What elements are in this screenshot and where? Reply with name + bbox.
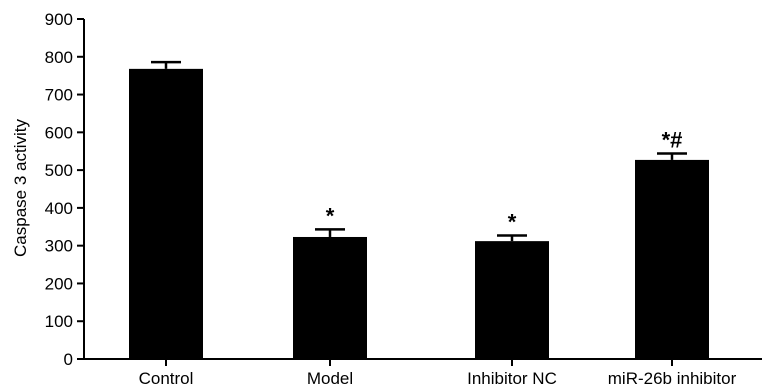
bar <box>635 159 709 359</box>
y-tick-label: 500 <box>45 161 73 180</box>
x-tick-label: Inhibitor NC <box>467 369 557 387</box>
y-tick-label: 600 <box>45 123 73 142</box>
x-tick-label: miR-26b inhibitor <box>608 369 737 387</box>
y-tick-label: 400 <box>45 199 73 218</box>
y-tick-label: 300 <box>45 237 73 256</box>
y-axis-title: Caspase 3 activity <box>11 119 30 257</box>
y-tick-label: 200 <box>45 274 73 293</box>
bars: * * *# <box>129 60 709 359</box>
y-tick-label: 100 <box>45 312 73 331</box>
x-tick-label: Control <box>139 369 194 387</box>
y-tick-label: 0 <box>64 350 73 369</box>
significance-label: * <box>508 209 517 234</box>
y-tick-label: 800 <box>45 48 73 67</box>
significance-label: * <box>326 203 335 228</box>
significance-label: *# <box>662 127 683 152</box>
y-tick-label: 700 <box>45 86 73 105</box>
x-axis: Control Model Inhibitor NC miR-26b inhibito… <box>83 358 762 387</box>
x-tick-label: Model <box>307 369 353 387</box>
y-tick-label: 900 <box>45 10 73 29</box>
bar <box>129 68 203 359</box>
bar <box>293 236 367 359</box>
bar <box>475 241 549 359</box>
y-axis: 0 100 200 300 400 500 600 700 800 900 <box>45 10 85 369</box>
